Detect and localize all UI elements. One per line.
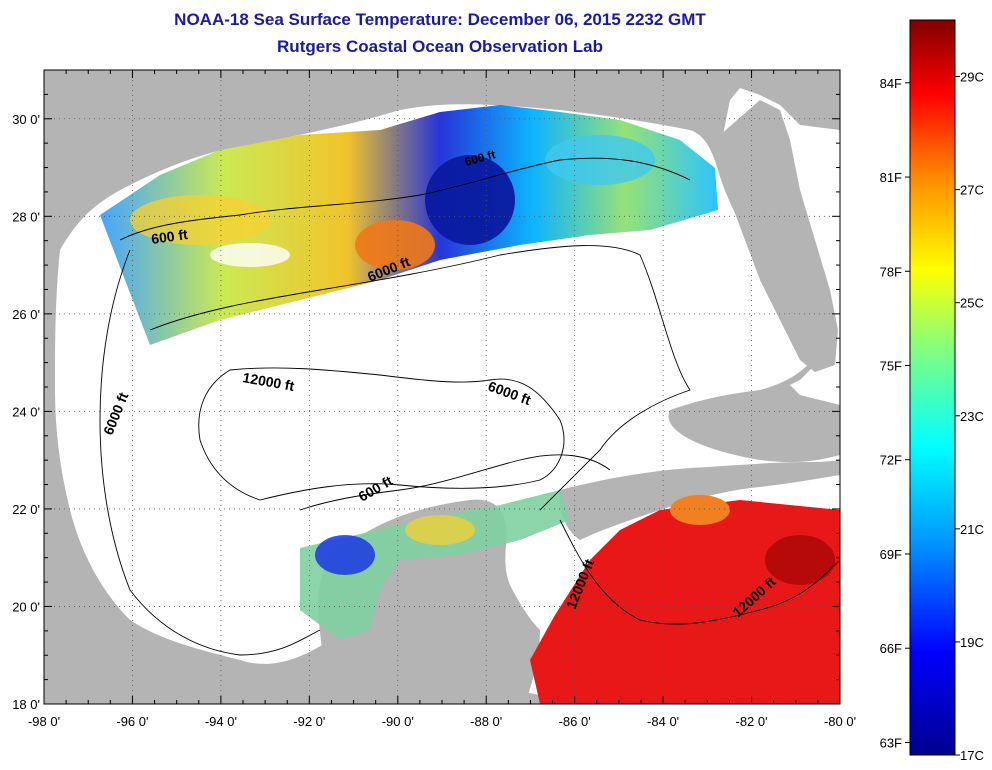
lon-tick-label: -84 0' [647, 714, 679, 729]
contour-label: 600 ft [150, 226, 189, 247]
lat-tick-label: 20 0' [12, 599, 40, 614]
sst-patch-yellow-south [405, 515, 475, 545]
lat-tick-label: 24 0' [12, 404, 40, 419]
colorbar-label-f: 69F [880, 547, 902, 562]
lat-tick-label: 28 0' [12, 209, 40, 224]
lon-tick-label: -90 0' [382, 714, 414, 729]
sst-patch-orange-cuba [670, 495, 730, 525]
lon-tick-label: -92 0' [293, 714, 325, 729]
colorbar-label-c: 29C [960, 70, 984, 85]
map-title: NOAA-18 Sea Surface Temperature: Decembe… [174, 10, 706, 29]
sst-patch-yellow [130, 195, 270, 245]
lon-tick-label: -94 0' [205, 714, 237, 729]
colorbar-label-f: 81F [880, 170, 902, 185]
lon-tick-label: -82 0' [735, 714, 767, 729]
depth-contours [99, 157, 840, 656]
colorbar-labels: 84F 81F 78F 75F 72F 69F 66F 63F 29C 27C 25C 23C 21C 1… [880, 70, 984, 763]
lon-tick-label: -88 0' [470, 714, 502, 729]
colorbar-ticks [905, 76, 960, 756]
colorbar-label-f: 75F [880, 359, 902, 374]
colorbar [909, 19, 956, 756]
land-florida [720, 100, 838, 372]
sst-patch-white [210, 243, 290, 267]
lat-tick-label: 18 0' [12, 697, 40, 712]
sst-caribbean-warm [530, 500, 840, 704]
colorbar-label-c: 27C [960, 183, 984, 198]
colorbar-label-c: 19C [960, 635, 984, 650]
axis-labels: -98 0' -96 0' -94 0' -92 0' -90 0' -88 0' -86 … [12, 112, 856, 729]
lat-tick-label: 22 0' [12, 502, 40, 517]
map-ticks [43, 69, 841, 705]
map-subtitle: Rutgers Coastal Ocean Observation Lab [277, 37, 603, 56]
sst-patch-cyan [545, 135, 655, 185]
land-cuba [559, 460, 840, 540]
lat-tick-label: 26 0' [12, 307, 40, 322]
lon-tick-label: -98 0' [28, 714, 60, 729]
colorbar-label-c: 23C [960, 409, 984, 424]
colorbar-label-f: 66F [880, 641, 902, 656]
lon-tick-label: -96 0' [116, 714, 148, 729]
sst-patch-warm [355, 220, 435, 270]
sst-swath-south [300, 490, 570, 640]
graticule [44, 70, 840, 704]
colorbar-label-f: 63F [880, 735, 902, 750]
colorbar-label-c: 17C [960, 748, 984, 763]
colorbar-label-c: 25C [960, 296, 984, 311]
colorbar-label-f: 72F [880, 453, 902, 468]
lon-tick-label: -86 0' [559, 714, 591, 729]
lon-tick-label: -80 0' [824, 714, 856, 729]
lat-tick-label: 30 0' [12, 112, 40, 127]
sst-patch-cold [425, 155, 515, 245]
colorbar-label-c: 21C [960, 522, 984, 537]
sst-patch-darkred [765, 535, 835, 585]
sst-patch-blue-south [315, 535, 375, 575]
colorbar-label-f: 84F [880, 76, 902, 91]
colorbar-label-f: 78F [880, 264, 902, 279]
